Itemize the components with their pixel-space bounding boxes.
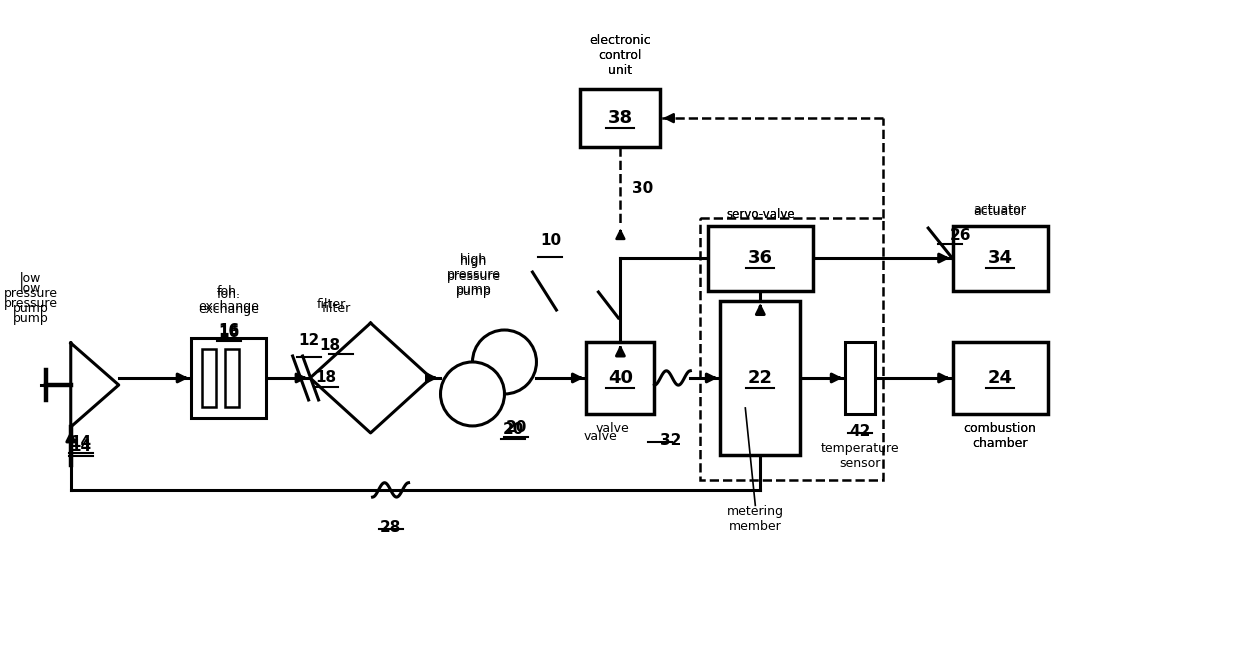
Text: 18: 18 bbox=[315, 370, 336, 386]
Bar bbox=[224, 349, 238, 407]
Text: combustion
chamber: combustion chamber bbox=[963, 422, 1037, 450]
Text: actuator: actuator bbox=[973, 204, 1027, 218]
Circle shape bbox=[472, 330, 537, 394]
Text: 20: 20 bbox=[506, 421, 527, 435]
Text: metering
member: metering member bbox=[727, 505, 784, 534]
Text: 22: 22 bbox=[748, 369, 773, 387]
Bar bbox=[952, 226, 1048, 290]
Text: 30: 30 bbox=[632, 181, 653, 196]
Polygon shape bbox=[71, 343, 119, 427]
Bar bbox=[708, 226, 812, 290]
Text: foh.
exchange: foh. exchange bbox=[198, 285, 259, 313]
Text: servo-valve: servo-valve bbox=[725, 208, 795, 220]
Text: temperature
sensor: temperature sensor bbox=[821, 442, 899, 470]
Text: 14: 14 bbox=[71, 439, 92, 454]
Bar bbox=[191, 338, 267, 418]
Text: valve: valve bbox=[584, 430, 618, 443]
Text: 38: 38 bbox=[608, 109, 632, 127]
Text: electronic
control
unit: electronic control unit bbox=[589, 34, 651, 77]
Text: 26: 26 bbox=[950, 228, 972, 243]
Circle shape bbox=[440, 362, 505, 426]
Text: 36: 36 bbox=[748, 249, 773, 267]
Text: electronic
control
unit: electronic control unit bbox=[589, 34, 651, 77]
Text: foh.
exchange: foh. exchange bbox=[198, 288, 259, 316]
Text: 18: 18 bbox=[320, 338, 341, 353]
Text: 32: 32 bbox=[661, 433, 682, 448]
Text: high
pressure
pump: high pressure pump bbox=[446, 253, 501, 296]
Bar bbox=[952, 342, 1048, 414]
Text: 34: 34 bbox=[987, 249, 1013, 267]
Bar bbox=[699, 218, 883, 480]
Text: 10: 10 bbox=[539, 233, 560, 248]
Text: low
pressure
pump: low pressure pump bbox=[4, 272, 58, 315]
Polygon shape bbox=[310, 323, 432, 433]
Text: combustion
chamber: combustion chamber bbox=[963, 422, 1037, 450]
Text: valve: valve bbox=[595, 422, 629, 435]
Text: 24: 24 bbox=[987, 369, 1013, 387]
Bar bbox=[580, 89, 661, 147]
Text: 40: 40 bbox=[608, 369, 632, 387]
Text: 28: 28 bbox=[379, 520, 402, 535]
Text: 16: 16 bbox=[218, 325, 239, 339]
Text: 42: 42 bbox=[849, 424, 870, 439]
Text: servo-valve: servo-valve bbox=[725, 208, 795, 220]
Text: 20: 20 bbox=[502, 423, 525, 437]
Text: 14: 14 bbox=[71, 435, 92, 450]
Text: filter: filter bbox=[316, 298, 346, 311]
Text: 16: 16 bbox=[218, 323, 239, 337]
Text: high
pressure
pump: high pressure pump bbox=[446, 255, 501, 298]
Text: actuator: actuator bbox=[973, 202, 1027, 216]
Bar bbox=[587, 342, 655, 414]
Bar bbox=[846, 342, 875, 414]
Text: 12: 12 bbox=[298, 333, 319, 348]
Bar bbox=[720, 300, 800, 456]
Text: filter: filter bbox=[321, 302, 351, 315]
Bar bbox=[202, 349, 216, 407]
Text: low
pressure
pump: low pressure pump bbox=[4, 282, 58, 325]
